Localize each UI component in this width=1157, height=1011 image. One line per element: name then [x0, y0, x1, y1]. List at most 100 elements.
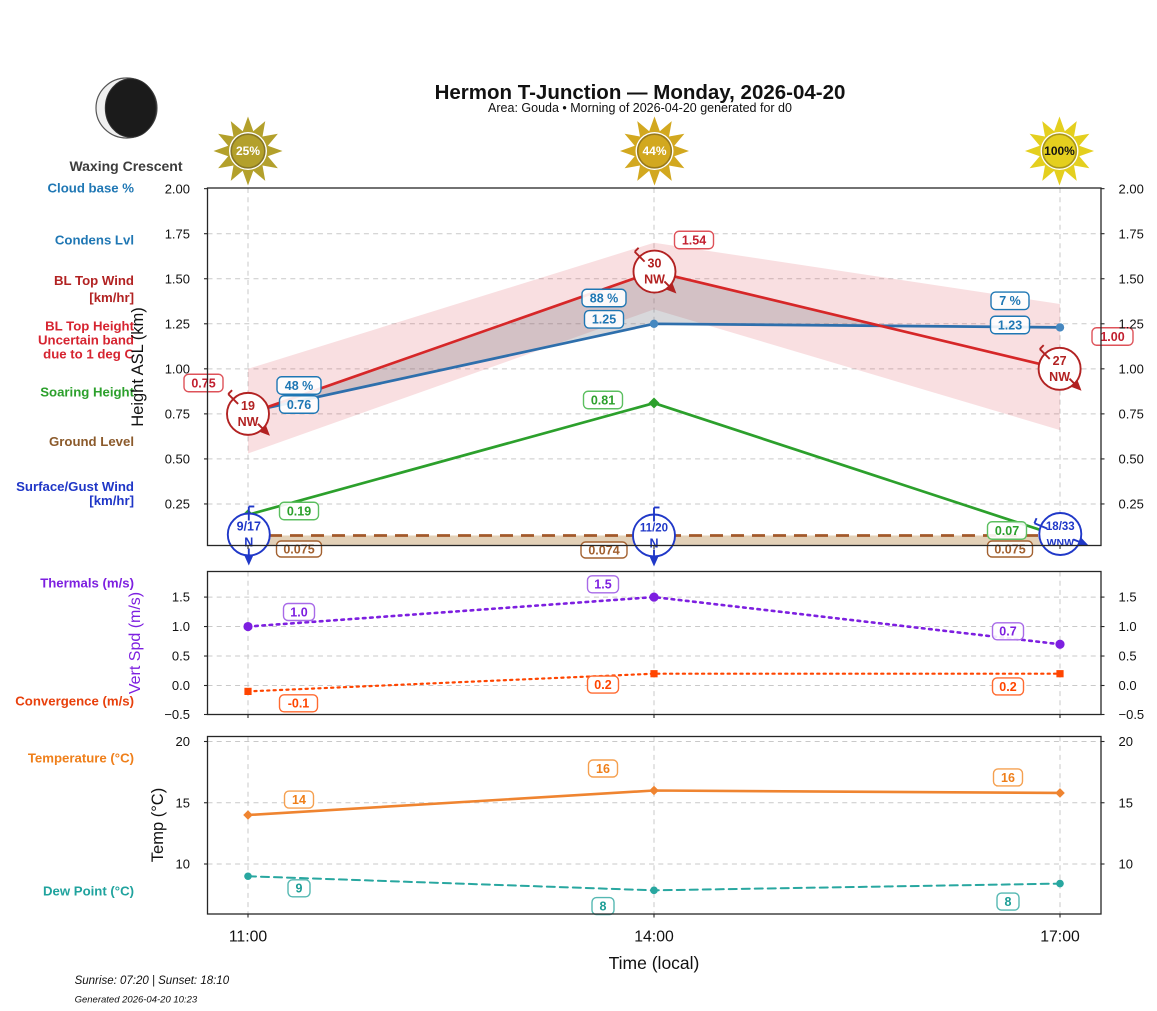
svg-text:1.00: 1.00: [1119, 361, 1144, 376]
svg-text:Area: Gouda • Morning of 2026-: Area: Gouda • Morning of 2026-04-20 gene…: [488, 101, 792, 115]
svg-text:44%: 44%: [642, 144, 666, 158]
svg-text:9/17: 9/17: [237, 519, 261, 533]
svg-text:18/33: 18/33: [1046, 521, 1075, 533]
svg-text:NW: NW: [644, 273, 665, 287]
svg-text:20: 20: [1119, 734, 1133, 749]
svg-text:8: 8: [600, 899, 607, 913]
svg-text:0.2: 0.2: [594, 678, 611, 692]
svg-text:1.0: 1.0: [1119, 619, 1137, 634]
svg-text:Height ASL (km): Height ASL (km): [129, 307, 147, 427]
svg-text:1.0: 1.0: [172, 619, 190, 634]
svg-text:0.19: 0.19: [287, 504, 311, 518]
svg-text:0.2: 0.2: [999, 680, 1016, 694]
svg-text:1.25: 1.25: [1119, 316, 1144, 331]
svg-text:[km/hr]: [km/hr]: [89, 290, 134, 305]
svg-text:0.5: 0.5: [1119, 649, 1137, 664]
svg-text:Uncertain band: Uncertain band: [38, 333, 134, 348]
svg-text:10: 10: [176, 857, 190, 872]
svg-text:16: 16: [596, 762, 610, 776]
svg-text:due to 1 deg C: due to 1 deg C: [43, 347, 134, 362]
svg-text:11:00: 11:00: [229, 929, 268, 946]
svg-text:N: N: [244, 535, 253, 549]
svg-text:0.75: 0.75: [191, 376, 215, 390]
svg-text:N: N: [649, 536, 658, 550]
svg-text:0.0: 0.0: [172, 678, 190, 693]
svg-text:0.50: 0.50: [1119, 452, 1144, 467]
svg-text:11/20: 11/20: [640, 522, 668, 534]
svg-text:1.25: 1.25: [592, 313, 616, 327]
svg-text:2.00: 2.00: [165, 181, 190, 196]
svg-text:Generated 2026-04-20 10:23: Generated 2026-04-20 10:23: [75, 995, 198, 1006]
svg-text:NW: NW: [1049, 370, 1070, 384]
svg-text:1.75: 1.75: [1119, 226, 1144, 241]
svg-text:100%: 100%: [1044, 144, 1075, 158]
svg-text:1.75: 1.75: [165, 226, 190, 241]
svg-text:0.50: 0.50: [165, 452, 190, 467]
svg-text:Thermals (m/s): Thermals (m/s): [40, 576, 134, 591]
svg-text:Sunrise: 07:20 | Sunset: 18:10: Sunrise: 07:20 | Sunset: 18:10: [75, 975, 230, 987]
svg-text:0.75: 0.75: [165, 406, 190, 421]
svg-text:8: 8: [1005, 895, 1012, 909]
svg-text:1.00: 1.00: [165, 361, 190, 376]
svg-text:0.25: 0.25: [165, 497, 190, 512]
svg-text:15: 15: [1119, 795, 1133, 810]
svg-text:1.25: 1.25: [165, 316, 190, 331]
svg-text:Temp (°C): Temp (°C): [149, 788, 167, 862]
svg-text:20: 20: [176, 734, 190, 749]
svg-text:19: 19: [241, 399, 255, 413]
svg-text:0.07: 0.07: [995, 524, 1019, 538]
svg-text:1.5: 1.5: [1119, 590, 1137, 605]
svg-text:Ground Level: Ground Level: [49, 434, 134, 449]
svg-text:-0.1: -0.1: [288, 697, 310, 711]
svg-text:2.00: 2.00: [1119, 181, 1144, 196]
svg-text:0.075: 0.075: [994, 542, 1025, 556]
svg-text:88 %: 88 %: [590, 291, 619, 305]
svg-text:1.0: 1.0: [290, 605, 307, 619]
svg-text:48 %: 48 %: [285, 379, 314, 393]
svg-text:0.81: 0.81: [591, 393, 615, 407]
svg-text:1.00: 1.00: [1100, 330, 1124, 344]
svg-text:1.23: 1.23: [998, 318, 1022, 332]
svg-text:0.0: 0.0: [1119, 678, 1137, 693]
svg-text:1.54: 1.54: [682, 233, 706, 247]
svg-text:16: 16: [1001, 771, 1015, 785]
svg-text:1.5: 1.5: [172, 590, 190, 605]
svg-text:Vert Spd (m/s): Vert Spd (m/s): [127, 592, 144, 694]
svg-text:Hermon T-Junction — Monday, 20: Hermon T-Junction — Monday, 2026-04-20: [435, 81, 846, 104]
svg-text:15: 15: [176, 795, 190, 810]
svg-text:0.5: 0.5: [172, 649, 190, 664]
svg-text:17:00: 17:00: [1040, 929, 1080, 946]
svg-text:27: 27: [1053, 354, 1067, 368]
svg-text:14:00: 14:00: [634, 929, 674, 946]
svg-text:[km/hr]: [km/hr]: [89, 493, 134, 508]
svg-text:BL Top Height: BL Top Height: [45, 319, 134, 334]
svg-text:14: 14: [292, 793, 306, 807]
svg-text:9: 9: [296, 882, 303, 896]
svg-text:Convergence (m/s): Convergence (m/s): [15, 694, 134, 709]
svg-text:0.7: 0.7: [999, 625, 1016, 639]
svg-text:Temperature (°C): Temperature (°C): [28, 751, 134, 766]
svg-text:BL Top Wind: BL Top Wind: [54, 273, 134, 288]
svg-text:30: 30: [648, 257, 662, 271]
svg-text:25%: 25%: [236, 144, 260, 158]
svg-text:0.075: 0.075: [283, 542, 314, 556]
svg-text:0.76: 0.76: [287, 398, 311, 412]
svg-text:Dew Point (°C): Dew Point (°C): [43, 884, 134, 899]
svg-text:Cloud base %: Cloud base %: [48, 181, 135, 196]
svg-text:7 %: 7 %: [999, 294, 1021, 308]
svg-text:Waxing Crescent: Waxing Crescent: [69, 158, 182, 174]
svg-text:10: 10: [1119, 857, 1133, 872]
svg-text:Surface/Gust Wind: Surface/Gust Wind: [16, 479, 134, 494]
svg-text:1.50: 1.50: [165, 271, 190, 286]
svg-text:−0.5: −0.5: [164, 707, 190, 722]
svg-text:0.074: 0.074: [588, 543, 619, 557]
svg-text:0.75: 0.75: [1119, 406, 1144, 421]
svg-text:1.50: 1.50: [1119, 271, 1144, 286]
svg-text:0.25: 0.25: [1119, 497, 1144, 512]
svg-text:Condens Lvl: Condens Lvl: [55, 233, 134, 248]
svg-text:NW: NW: [238, 415, 259, 429]
svg-text:Time (local): Time (local): [609, 953, 700, 973]
svg-text:Soaring Height: Soaring Height: [40, 385, 134, 400]
svg-text:1.5: 1.5: [594, 578, 611, 592]
svg-text:−0.5: −0.5: [1119, 707, 1145, 722]
